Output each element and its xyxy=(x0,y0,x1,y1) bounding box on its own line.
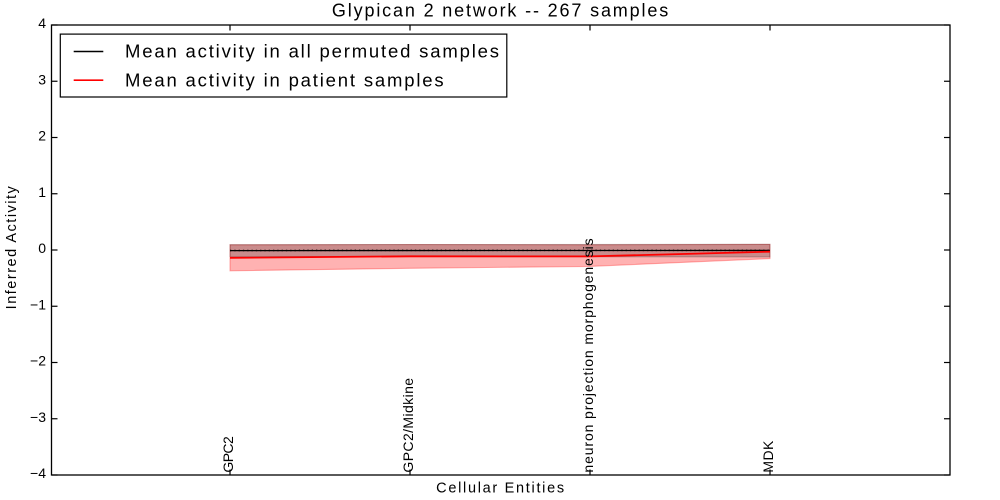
svg-text:Cellular Entities: Cellular Entities xyxy=(436,481,566,497)
svg-text:4: 4 xyxy=(38,15,46,31)
svg-text:−4: −4 xyxy=(30,465,46,481)
svg-text:2: 2 xyxy=(38,128,46,144)
svg-text:Inferred Activity: Inferred Activity xyxy=(4,185,20,310)
svg-text:3: 3 xyxy=(38,71,46,87)
svg-text:GPC2/Midkine: GPC2/Midkine xyxy=(400,378,416,473)
svg-text:GPC2: GPC2 xyxy=(220,436,236,473)
svg-text:−2: −2 xyxy=(30,353,46,369)
svg-text:Mean activity in all permuted: Mean activity in all permuted samples xyxy=(125,41,501,62)
svg-text:−3: −3 xyxy=(30,409,46,425)
svg-text:Mean activity in patient sampl: Mean activity in patient samples xyxy=(125,69,445,90)
svg-text:0: 0 xyxy=(38,240,46,256)
svg-text:Glypican 2 network -- 267 samp: Glypican 2 network -- 267 samples xyxy=(332,1,670,21)
svg-text:MDK: MDK xyxy=(760,440,776,473)
svg-text:−1: −1 xyxy=(30,296,46,312)
svg-text:neuron projection morphogenesi: neuron projection morphogenesis xyxy=(580,238,596,473)
svg-text:1: 1 xyxy=(38,184,46,200)
